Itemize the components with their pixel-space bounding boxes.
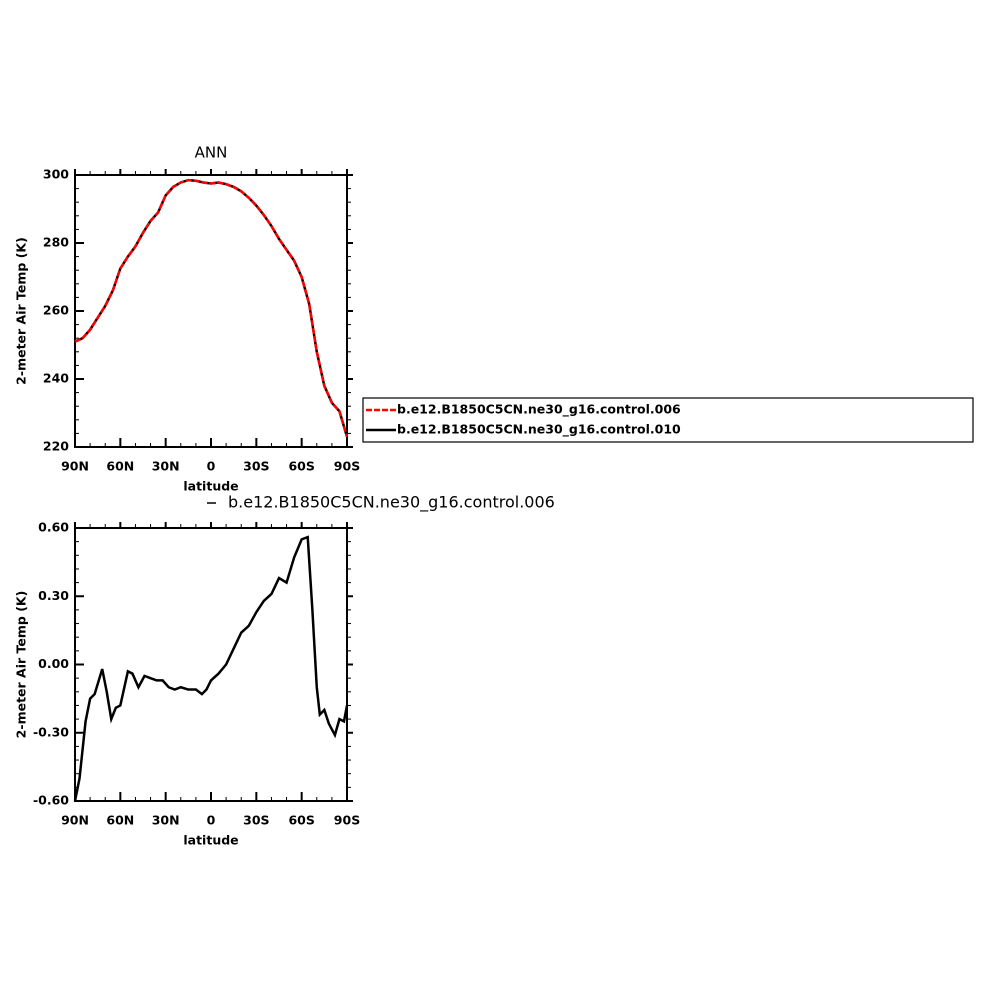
y-tick-label: 220 — [43, 439, 69, 454]
y-tick-label: 240 — [43, 371, 69, 386]
y-tick-label: 0.00 — [38, 656, 69, 671]
y-tick-label: 300 — [43, 167, 69, 182]
x-tick-label: 0 — [207, 813, 216, 828]
x-tick-label: 90S — [334, 813, 360, 828]
x-tick-label: 0 — [207, 459, 216, 474]
x-tick-label: 90N — [61, 813, 89, 828]
y-tick-label: 280 — [43, 235, 69, 250]
x-tick-label: 30N — [152, 459, 180, 474]
x-tick-label: 60N — [106, 459, 134, 474]
data-line — [73, 535, 349, 802]
x-axis-label: latitude — [183, 833, 238, 848]
x-tick-label: 90S — [334, 459, 360, 474]
data-line — [74, 178, 349, 438]
x-tick-label: 90N — [61, 459, 89, 474]
x-axis-label: latitude — [183, 479, 238, 494]
y-tick-label: -0.60 — [33, 793, 69, 808]
plot-frame — [74, 174, 348, 448]
plot-frame — [74, 527, 348, 802]
legend-box — [362, 397, 974, 443]
x-tick-label: 30N — [152, 813, 180, 828]
chart-title: ANN — [195, 144, 228, 162]
y-axis-label: 2-meter Air Temp (K) — [14, 591, 29, 739]
legend-label: b.e12.B1850C5CN.ne30_g16.control.010 — [397, 422, 681, 438]
y-tick-label: 0.30 — [38, 588, 69, 603]
x-tick-label: 30S — [243, 813, 269, 828]
x-tick-label: 30S — [243, 459, 269, 474]
x-tick-label: 60N — [106, 813, 134, 828]
x-tick-label: 60S — [288, 459, 314, 474]
legend-label: b.e12.B1850C5CN.ne30_g16.control.006 — [228, 493, 555, 513]
y-tick-label: 260 — [43, 303, 69, 318]
y-tick-label: 0.60 — [38, 520, 69, 535]
x-tick-label: 60S — [288, 813, 314, 828]
legend-label: b.e12.B1850C5CN.ne30_g16.control.006 — [397, 402, 681, 418]
data-line — [74, 178, 349, 438]
y-tick-label: -0.30 — [33, 724, 69, 739]
y-axis-label: 2-meter Air Temp (K) — [14, 237, 29, 385]
